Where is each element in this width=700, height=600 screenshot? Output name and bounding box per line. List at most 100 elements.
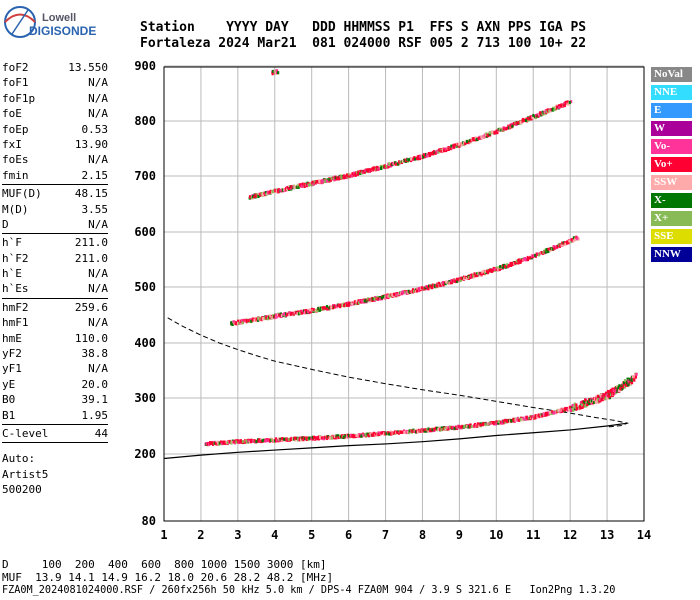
echo-point: [433, 427, 436, 431]
echo-point: [499, 265, 502, 269]
echo-point: [392, 431, 395, 435]
echo-point: [226, 441, 229, 445]
echo-point: [484, 271, 487, 275]
echo-point: [300, 438, 303, 442]
echo-point: [529, 256, 532, 260]
param-row: hmE 110.0: [2, 331, 108, 346]
echo-point: [240, 440, 243, 444]
param-separator: [2, 184, 108, 186]
echo-point: [580, 400, 583, 404]
echo-point: [534, 116, 538, 120]
echo-point: [545, 110, 549, 114]
echo-point: [561, 241, 564, 245]
echo-point: [564, 242, 567, 246]
echo-point: [390, 163, 393, 167]
echo-point: [358, 434, 362, 438]
echo-point: [534, 253, 537, 257]
param-name: foEs: [2, 153, 29, 167]
param-value: N/A: [88, 217, 108, 231]
echo-point: [333, 434, 337, 438]
echo-point: [470, 424, 474, 428]
echo-point: [410, 429, 413, 433]
echo-point: [343, 304, 346, 308]
echo-point: [414, 157, 417, 161]
echo-point: [271, 72, 274, 76]
plot-frame: [163, 66, 645, 522]
echo-point: [597, 397, 600, 401]
echo-point: [581, 406, 584, 410]
echo-point: [578, 404, 581, 408]
echo-point: [560, 103, 564, 107]
echo-point: [355, 433, 358, 437]
echo-point: [572, 239, 575, 243]
echo-point: [526, 117, 529, 121]
param-name: foF1: [2, 76, 29, 90]
param-name: C-level: [2, 426, 49, 440]
echo-point: [600, 393, 603, 397]
param-value: 20.0: [81, 377, 109, 391]
x-tick-label: 4: [271, 528, 278, 542]
echo-point: [368, 298, 371, 302]
echo-point: [572, 408, 575, 412]
echo-point: [379, 431, 382, 435]
echo-point: [519, 259, 523, 263]
param-value: 0.53: [81, 122, 109, 136]
echo-point: [623, 379, 627, 383]
echo-point: [369, 297, 372, 301]
param-value: 110.0: [74, 331, 108, 345]
echo-point: [436, 149, 439, 153]
echo-point: [532, 254, 535, 258]
echo-point: [489, 268, 493, 272]
echo-point: [627, 383, 630, 387]
param-row: C-level 44: [2, 426, 108, 441]
echo-point: [340, 176, 343, 180]
echo-point: [625, 381, 629, 385]
echo-point: [629, 380, 632, 384]
echo-point: [277, 188, 280, 192]
echo-point: [232, 320, 235, 324]
echo-point: [474, 136, 477, 140]
echo-point: [521, 418, 524, 422]
param-value: 39.1: [81, 393, 109, 407]
echo-point: [271, 316, 274, 320]
echo-point: [544, 250, 547, 254]
echo-point: [564, 100, 567, 104]
profile-solid-line: [163, 422, 628, 460]
echo-point: [297, 185, 300, 189]
echo-point: [301, 182, 304, 186]
param-name: fxI: [2, 137, 22, 151]
param-row: foF1p N/A: [2, 91, 108, 106]
echo-point: [442, 280, 445, 284]
echo-point: [403, 430, 406, 434]
echo-point: [251, 195, 255, 199]
echo-point: [559, 408, 562, 412]
echo-point: [624, 385, 627, 389]
echo-point: [258, 439, 261, 443]
echo-point: [574, 237, 577, 241]
echo-point: [509, 123, 512, 127]
echo-point: [628, 377, 631, 381]
param-value: 13.550: [68, 61, 108, 74]
profile-dashed-line: [167, 317, 630, 428]
echo-point: [313, 436, 316, 440]
echo-point: [558, 106, 561, 110]
echo-point: [545, 248, 548, 252]
echo-point: [374, 166, 377, 170]
echo-point: [631, 375, 635, 379]
echo-point: [572, 236, 576, 240]
echo-point: [395, 162, 398, 166]
echo-point: [248, 195, 252, 199]
echo-point: [427, 287, 430, 291]
echo-point: [392, 292, 396, 296]
echo-point: [583, 400, 586, 404]
legend-item: NNW: [651, 247, 692, 262]
param-value: N/A: [88, 107, 108, 121]
echo-point: [257, 194, 260, 198]
echo-point: [630, 378, 633, 382]
x-tick-label: 1: [160, 528, 167, 542]
echo-point: [276, 313, 280, 317]
echo-point: [426, 153, 429, 157]
echo-point: [555, 105, 559, 109]
echo-point: [317, 306, 320, 310]
echo-point: [351, 172, 354, 176]
